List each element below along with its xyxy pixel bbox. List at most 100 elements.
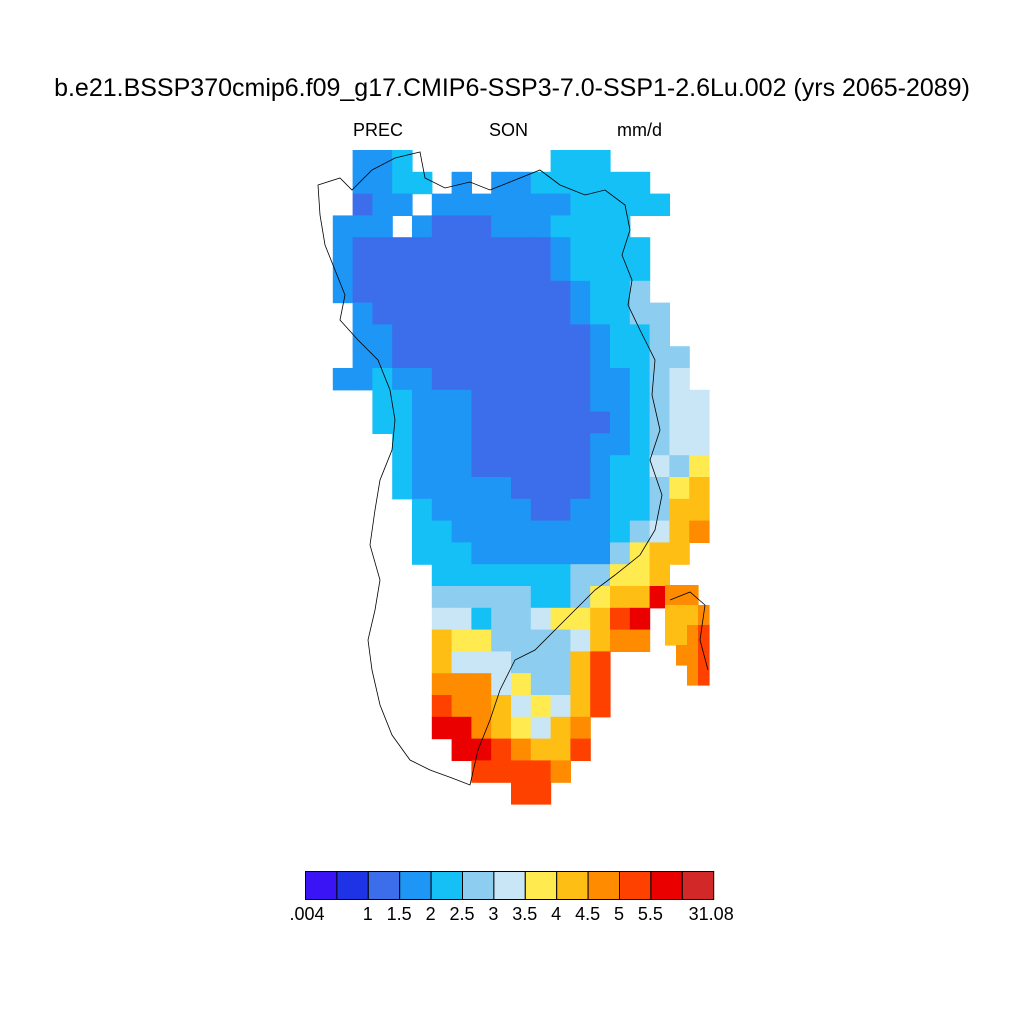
precip-cell bbox=[471, 215, 492, 238]
season-label: SON bbox=[489, 120, 529, 140]
precip-cell bbox=[530, 477, 552, 500]
precip-cell bbox=[530, 629, 552, 652]
precip-cell bbox=[629, 346, 651, 369]
precip-cell bbox=[451, 498, 472, 522]
precip-cell bbox=[451, 520, 472, 543]
precip-cell bbox=[491, 498, 512, 522]
precip-cell bbox=[431, 389, 453, 413]
precip-cell bbox=[530, 564, 552, 587]
precip-cell bbox=[511, 455, 532, 478]
precip-cell bbox=[392, 346, 413, 369]
precip-cell bbox=[550, 673, 571, 696]
precip-cell bbox=[451, 171, 472, 195]
precip-cell bbox=[698, 665, 710, 686]
precip-cell bbox=[511, 498, 532, 522]
precip-cell bbox=[550, 477, 571, 500]
precip-cell bbox=[451, 215, 472, 238]
precip-cell bbox=[570, 498, 591, 522]
precip-cell bbox=[530, 651, 552, 674]
precip-cell bbox=[471, 433, 492, 456]
precip-cell bbox=[610, 433, 631, 456]
precip-cell bbox=[665, 585, 677, 606]
precip-cell bbox=[550, 368, 571, 391]
precip-cell bbox=[610, 302, 631, 325]
precip-cell bbox=[570, 542, 591, 565]
precip-cell bbox=[610, 411, 631, 434]
precip-cell bbox=[669, 542, 690, 565]
precip-cell bbox=[689, 389, 710, 413]
precip-cell bbox=[332, 280, 354, 304]
precip-cell bbox=[669, 455, 690, 478]
precip-cell bbox=[471, 607, 492, 631]
precip-cell bbox=[530, 324, 552, 347]
precip-cell bbox=[352, 324, 373, 347]
precip-cell bbox=[570, 389, 591, 413]
precip-cell bbox=[471, 237, 492, 260]
precip-cell bbox=[689, 411, 710, 434]
precip-cell bbox=[451, 433, 472, 456]
precip-cell bbox=[570, 280, 591, 304]
precip-cell bbox=[550, 629, 571, 652]
precip-cell bbox=[412, 237, 433, 260]
precip-cell bbox=[431, 542, 453, 565]
precip-cell bbox=[629, 324, 651, 347]
precip-cell bbox=[649, 324, 670, 347]
precip-cell bbox=[431, 237, 453, 260]
precip-cell bbox=[372, 150, 393, 173]
precip-cell bbox=[550, 389, 571, 413]
precip-cell bbox=[590, 520, 611, 543]
precip-cell bbox=[570, 150, 591, 173]
precip-cell bbox=[511, 607, 532, 631]
precip-cell bbox=[689, 477, 710, 500]
precip-cell bbox=[511, 433, 532, 456]
precip-cell bbox=[530, 782, 552, 805]
precip-cell bbox=[451, 193, 472, 216]
precip-cell bbox=[471, 673, 492, 696]
precip-cell bbox=[491, 455, 512, 478]
precip-cell bbox=[451, 302, 472, 325]
precip-cell bbox=[431, 586, 453, 609]
precip-cell bbox=[412, 324, 433, 347]
precip-cell bbox=[629, 171, 651, 195]
precip-cell bbox=[412, 411, 433, 434]
precip-cell bbox=[491, 346, 512, 369]
precip-cell bbox=[471, 629, 492, 652]
precip-cell bbox=[511, 673, 532, 696]
precip-cell bbox=[431, 215, 453, 238]
precip-cell bbox=[491, 738, 512, 761]
precip-cell bbox=[689, 498, 710, 522]
precip-cell bbox=[530, 259, 552, 282]
precip-cell bbox=[676, 625, 688, 646]
precip-cell bbox=[431, 695, 453, 718]
coastline bbox=[669, 591, 709, 671]
precip-cell bbox=[471, 477, 492, 500]
precip-cell bbox=[530, 368, 552, 391]
precip-cell bbox=[471, 389, 492, 413]
precip-cell bbox=[570, 477, 591, 500]
precip-cell bbox=[372, 215, 393, 238]
precip-cell bbox=[649, 564, 670, 587]
precip-cell bbox=[570, 586, 591, 609]
precip-cell bbox=[491, 368, 512, 391]
precip-cell bbox=[590, 259, 611, 282]
precip-cell bbox=[511, 586, 532, 609]
precip-cell bbox=[590, 455, 611, 478]
precip-cell bbox=[491, 389, 512, 413]
precip-cell bbox=[352, 215, 373, 238]
precip-cell bbox=[491, 716, 512, 740]
colorbar-tick-label: .004 bbox=[289, 904, 325, 924]
precip-cell bbox=[372, 193, 393, 216]
precip-cell bbox=[550, 346, 571, 369]
precip-cell bbox=[491, 433, 512, 456]
precip-cell bbox=[669, 477, 690, 500]
precip-cell bbox=[530, 389, 552, 413]
precip-cell bbox=[570, 346, 591, 369]
precip-cell bbox=[530, 215, 552, 238]
precip-cell bbox=[431, 520, 453, 543]
colorbar-tick-label: 31.08 bbox=[688, 904, 734, 924]
precip-cell bbox=[669, 346, 690, 369]
precip-cell bbox=[610, 368, 631, 391]
precip-cell bbox=[431, 346, 453, 369]
precip-cell bbox=[451, 542, 472, 565]
precip-cell bbox=[491, 651, 512, 674]
